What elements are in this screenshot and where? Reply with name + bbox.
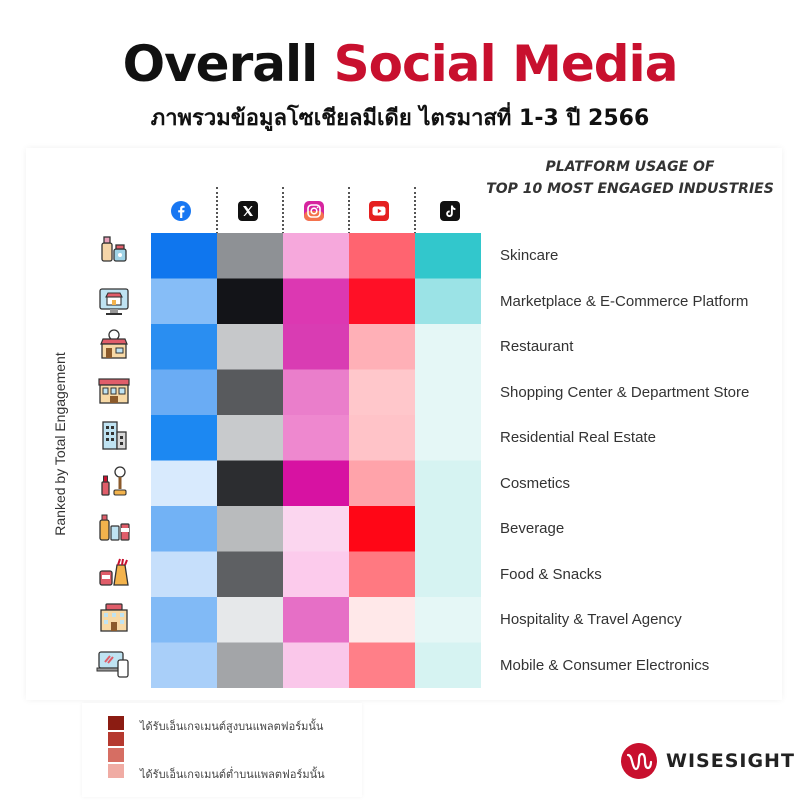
title-accent: Social Media <box>333 35 679 93</box>
industry-label: Hospitality & Travel Agency <box>500 611 682 628</box>
heatmap-cell <box>283 551 350 598</box>
page-subtitle: ภาพรวมข้อมูลโซเชียลมีเดีย ไตรมาสที่ 1-3 … <box>150 106 650 131</box>
heatmap-cell <box>283 233 350 279</box>
heatmap-cell <box>217 642 284 688</box>
heatmap-cell <box>349 369 416 416</box>
heatmap-cell <box>415 460 481 507</box>
heatmap-cell <box>283 369 350 416</box>
column-divider <box>216 187 218 234</box>
page-title: Overall Social Media <box>0 32 800 96</box>
chart-title-line2: TOP 10 MOST ENGAGED INDUSTRIES <box>486 181 774 197</box>
heatmap-cell <box>415 415 481 461</box>
shopping-center-icon <box>96 373 132 409</box>
heatmap-cell <box>283 460 350 507</box>
heatmap-cell <box>151 369 218 416</box>
heatmap-chart <box>151 233 481 688</box>
heatmap-cell <box>415 597 481 643</box>
legend-high-label: ได้รับเอ็นเกจเมนต์สูงบนแพลตฟอร์มนั้น <box>140 721 324 733</box>
industry-label: Residential Real Estate <box>500 429 656 446</box>
legend <box>82 703 362 797</box>
industry-label: Mobile & Consumer Electronics <box>500 657 710 674</box>
heatmap-cell <box>217 415 284 461</box>
wisesight-logo-icon <box>621 743 657 779</box>
heatmap-cell <box>151 642 218 688</box>
heatmap-cell <box>349 278 416 325</box>
industry-label: Food & Snacks <box>500 566 602 583</box>
tiktok-icon <box>439 200 461 222</box>
heatmap-cell <box>151 506 218 552</box>
hospitality-icon <box>96 601 132 637</box>
youtube-icon <box>368 200 390 222</box>
heatmap-cell <box>349 415 416 461</box>
chart-title-line1: PLATFORM USAGE OF <box>545 159 715 175</box>
beverage-icon <box>96 510 132 546</box>
skincare-icon <box>96 231 132 267</box>
column-divider <box>414 187 416 234</box>
heatmap-cell <box>217 551 284 598</box>
industry-label: Skincare <box>500 247 559 264</box>
instagram-icon <box>303 200 325 222</box>
heatmap-cell <box>217 324 284 370</box>
heatmap-cell <box>217 506 284 552</box>
industry-label: Shopping Center & Department Store <box>500 384 750 401</box>
heatmap-cell <box>217 597 284 643</box>
heatmap-cell <box>349 642 416 688</box>
x-icon <box>237 200 259 222</box>
heatmap-cell <box>349 551 416 598</box>
legend-swatch <box>108 748 124 762</box>
heatmap-cell <box>217 460 284 507</box>
heatmap-cell <box>283 415 350 461</box>
industry-label: Beverage <box>500 520 565 537</box>
heatmap-cell <box>415 233 481 279</box>
heatmap-cell <box>217 233 284 279</box>
heatmap-cell <box>349 233 416 279</box>
industry-label: Marketplace & E-Commerce Platform <box>500 293 749 310</box>
heatmap-cell <box>283 278 350 325</box>
legend-swatch <box>108 716 124 730</box>
heatmap-cell <box>349 506 416 552</box>
heatmap-cell <box>151 324 218 370</box>
heatmap-cell <box>283 324 350 370</box>
marketplace-icon <box>96 283 132 319</box>
brand-name: WISESIGHT <box>666 750 795 772</box>
heatmap-cell <box>415 369 481 416</box>
title-main: Overall <box>122 35 319 93</box>
heatmap-cell <box>151 460 218 507</box>
electronics-icon <box>96 646 132 682</box>
heatmap-cell <box>151 233 218 279</box>
heatmap-cell <box>283 597 350 643</box>
heatmap-cell <box>283 506 350 552</box>
food-snacks-icon <box>96 555 132 591</box>
heatmap-cell <box>415 506 481 552</box>
cosmetics-icon <box>96 464 132 500</box>
chart-title: PLATFORM USAGE OF TOP 10 MOST ENGAGED IN… <box>480 156 780 200</box>
brand-logo: WISESIGHT <box>620 742 795 780</box>
heatmap-cell <box>349 324 416 370</box>
heatmap-cell <box>151 551 218 598</box>
column-divider <box>348 187 350 234</box>
facebook-icon <box>170 200 192 222</box>
real-estate-icon <box>96 418 132 454</box>
legend-low-label: ได้รับเอ็นเกจเมนต์ต่ำบนแพลตฟอร์มนั้น <box>140 769 325 781</box>
heatmap-cell <box>151 278 218 325</box>
industry-label: Restaurant <box>500 338 574 355</box>
heatmap-cell <box>349 460 416 507</box>
industry-label: Cosmetics <box>500 475 571 492</box>
heatmap-cell <box>151 415 218 461</box>
heatmap-cell <box>217 278 284 325</box>
heatmap-cell <box>349 597 416 643</box>
heatmap-cell <box>415 642 481 688</box>
heatmap-cell <box>283 642 350 688</box>
heatmap-cell <box>415 278 481 325</box>
heatmap-cell <box>151 597 218 643</box>
y-axis-label-text: Ranked by Total Engagement <box>52 352 68 536</box>
heatmap-cell <box>415 324 481 370</box>
legend-swatch <box>108 764 124 778</box>
legend-swatch <box>108 732 124 746</box>
heatmap-cell <box>415 551 481 598</box>
column-divider <box>282 187 284 234</box>
heatmap-cell <box>217 369 284 416</box>
restaurant-icon <box>96 328 132 364</box>
